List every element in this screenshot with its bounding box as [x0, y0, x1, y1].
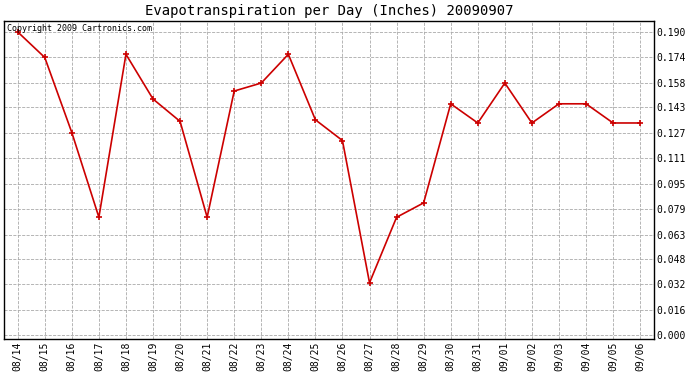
Text: Copyright 2009 Cartronics.com: Copyright 2009 Cartronics.com	[8, 24, 152, 33]
Title: Evapotranspiration per Day (Inches) 20090907: Evapotranspiration per Day (Inches) 2009…	[145, 4, 513, 18]
